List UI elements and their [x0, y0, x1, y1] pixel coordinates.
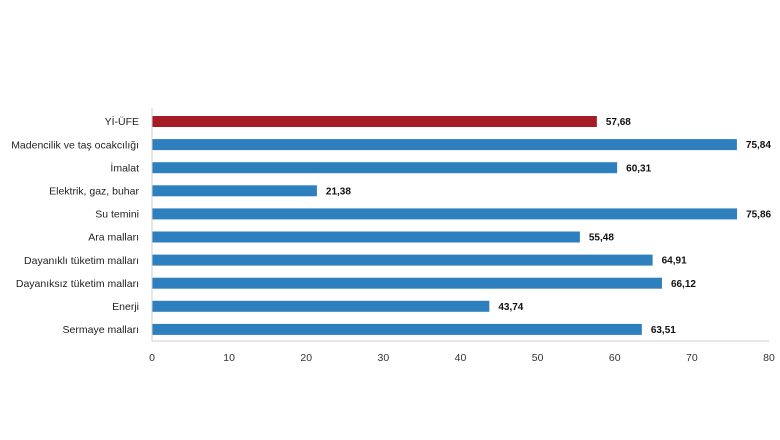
- x-tick-label: 80: [763, 352, 775, 364]
- bar: [152, 139, 737, 151]
- bar: [152, 277, 662, 289]
- bar: [152, 208, 738, 220]
- category-label: Madencilik ve taş ocakcılığı: [11, 139, 139, 151]
- data-label: 64,91: [662, 256, 687, 267]
- category-label: Ara malları: [88, 232, 139, 244]
- category-label: Dayanıksız tüketim malları: [16, 278, 139, 290]
- bar: [152, 116, 597, 127]
- x-tick-label: 20: [300, 352, 312, 364]
- axes: 0 10 20 30 40 50 60 70 80: [149, 108, 775, 364]
- data-label: 55,48: [589, 233, 614, 244]
- data-label: 66,12: [671, 279, 696, 290]
- x-tick-label: 70: [686, 352, 698, 364]
- data-label: 21,38: [326, 186, 351, 197]
- category-label: Elektrik, gaz, buhar: [49, 186, 139, 198]
- x-tick-label: 60: [609, 352, 621, 364]
- category-label: Yİ-ÜFE: [105, 115, 139, 128]
- category-label: Su temini: [95, 209, 139, 221]
- bar: [152, 323, 642, 335]
- bar: [152, 231, 580, 243]
- data-label: 57,68: [606, 117, 631, 128]
- category-label: Dayanıklı tüketim malları: [24, 255, 139, 267]
- data-label: 43,74: [498, 302, 523, 313]
- x-tick-label: 0: [149, 352, 155, 364]
- x-tick-label: 10: [223, 352, 235, 364]
- x-tick-label: 30: [378, 352, 390, 364]
- x-tick-label: 50: [532, 352, 544, 364]
- category-label: Enerji: [112, 301, 139, 313]
- bars-layer: [152, 116, 738, 335]
- value-labels: 57,68 75,84 60,31 21,38 75,86 55,48 64,91 66,12…: [326, 117, 772, 336]
- data-label: 75,86: [746, 210, 771, 221]
- category-labels: Yİ-ÜFE Madencilik ve taş ocakcılığı İmalat…: [11, 115, 139, 336]
- category-label: İmalat: [110, 161, 139, 174]
- bar: [152, 185, 317, 197]
- data-label: 63,51: [651, 325, 676, 336]
- data-label: 75,84: [746, 140, 771, 151]
- bar: [152, 300, 490, 312]
- bar: [152, 254, 653, 266]
- category-label: Sermaye malları: [63, 324, 139, 336]
- data-label: 60,31: [626, 163, 651, 174]
- bar: [152, 162, 618, 174]
- x-tick-label: 40: [455, 352, 467, 364]
